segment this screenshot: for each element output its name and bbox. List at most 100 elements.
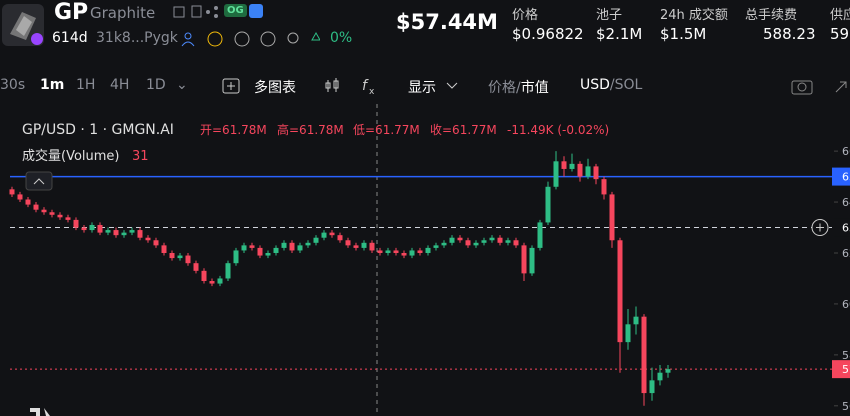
candle-body <box>89 224 95 231</box>
candle-body <box>609 194 615 241</box>
stat-label: 总手续费 <box>745 8 798 23</box>
mcap-label[interactable]: 市值 <box>520 80 549 96</box>
token-age: 614d <box>52 30 88 46</box>
candle-body <box>321 232 327 238</box>
candle-body <box>369 242 375 251</box>
currency-toggle[interactable]: USD/SOL <box>580 77 643 93</box>
candle-body <box>521 245 527 274</box>
add-alert-plus <box>816 223 824 232</box>
token-header: GP Graphite OG 614d 31k8...Pygk 0% $57.4… <box>0 0 850 62</box>
header-icons[interactable] <box>172 4 222 20</box>
price-label[interactable]: 价格 <box>488 80 516 96</box>
candle-body <box>665 369 671 373</box>
y-tick-label: 64 <box>842 196 850 209</box>
candle-body <box>617 240 623 343</box>
y-tick-label: 58 <box>842 349 850 362</box>
interval[interactable]: 1D <box>146 77 166 93</box>
candle-body <box>561 161 567 169</box>
candle-body <box>497 237 503 243</box>
stat-value: $1.5M <box>660 25 707 43</box>
candle-body <box>625 324 631 343</box>
chain-icon <box>31 33 43 45</box>
candle-body <box>569 163 575 169</box>
usd-label[interactable]: USD <box>580 77 610 93</box>
token-address[interactable]: 31k8...Pygk <box>96 30 178 46</box>
candle-body <box>73 219 79 228</box>
token-name: Graphite <box>90 4 156 22</box>
candle-body <box>169 252 175 259</box>
candle-body <box>297 245 303 251</box>
tool-icons[interactable] <box>790 76 850 96</box>
candle-body <box>193 263 199 271</box>
price-box <box>832 360 850 379</box>
stat-value: $2.1M <box>596 25 643 43</box>
price-box-label: 63 <box>842 222 850 235</box>
candle-body <box>65 217 71 220</box>
stat-value: 588.23 <box>763 25 816 43</box>
candle-body <box>353 245 359 248</box>
candle-body <box>337 235 343 241</box>
candle-body <box>257 247 263 256</box>
info-icons[interactable] <box>180 30 320 48</box>
tv-logo <box>30 408 50 416</box>
candle-body <box>153 240 159 246</box>
candle-body <box>529 247 535 274</box>
candle-body <box>97 224 103 233</box>
candle-body <box>601 179 607 195</box>
candle-body <box>9 189 15 195</box>
candle-body <box>417 250 423 253</box>
candle-body <box>441 242 447 246</box>
candle-body <box>249 245 255 248</box>
candle-body <box>265 252 271 256</box>
display-menu[interactable]: 显示 <box>408 80 436 96</box>
candle-body <box>41 209 47 213</box>
candle-body <box>305 242 311 246</box>
y-tick-label: 66 <box>842 145 850 158</box>
candle-body <box>201 270 207 282</box>
candle-body <box>657 372 663 381</box>
multi-chart[interactable]: 多图表 <box>254 80 296 96</box>
stat-label: 24h 成交额 <box>660 8 728 23</box>
candle-body <box>273 247 279 253</box>
volume-value: 31 <box>132 149 149 164</box>
candle-body <box>505 240 511 243</box>
candle-body <box>633 316 639 325</box>
interval[interactable]: 1m <box>40 77 65 93</box>
candle-body <box>161 245 167 253</box>
price-box-label: 65 <box>842 171 850 184</box>
candle-body <box>513 240 519 246</box>
candle-body <box>281 242 287 248</box>
ohlc-legend: -11.49K (-0.02%) <box>507 123 609 137</box>
ohlc-legend: 开=61.78M <box>200 123 267 137</box>
candle-body <box>401 252 407 256</box>
candle-body <box>233 250 239 264</box>
sol-label[interactable]: SOL <box>614 77 643 93</box>
candle-body <box>121 232 127 236</box>
price-toggle[interactable]: 价格/市值 <box>488 80 549 96</box>
ohlc-legend: 高=61.78M <box>277 122 344 137</box>
interval-menu[interactable]: ⌄ <box>176 77 188 93</box>
candle-body <box>409 250 415 256</box>
candle-body <box>537 222 543 248</box>
candle-body <box>145 237 151 241</box>
candle-body <box>225 263 231 279</box>
candle-body <box>185 255 191 264</box>
chart-title: GP/USD · 1 · GMGN.AI <box>22 122 174 138</box>
stat-value: 59. <box>830 25 850 43</box>
collapse-button[interactable] <box>25 171 53 191</box>
candle-body <box>289 242 295 251</box>
candle-body <box>545 186 551 223</box>
candle-body <box>209 281 215 284</box>
interval[interactable]: 1H <box>76 77 96 93</box>
volume-label: 成交量(Volume) <box>22 148 120 164</box>
svg-text:x: x <box>369 87 375 96</box>
ohlc-legend: 低=61.77M <box>353 123 420 137</box>
svg-text:f: f <box>362 78 369 94</box>
candle-body <box>137 230 143 238</box>
interval[interactable]: 4H <box>110 77 130 93</box>
y-tick-label: 60 <box>842 298 850 311</box>
interval[interactable]: 30s <box>0 77 26 93</box>
